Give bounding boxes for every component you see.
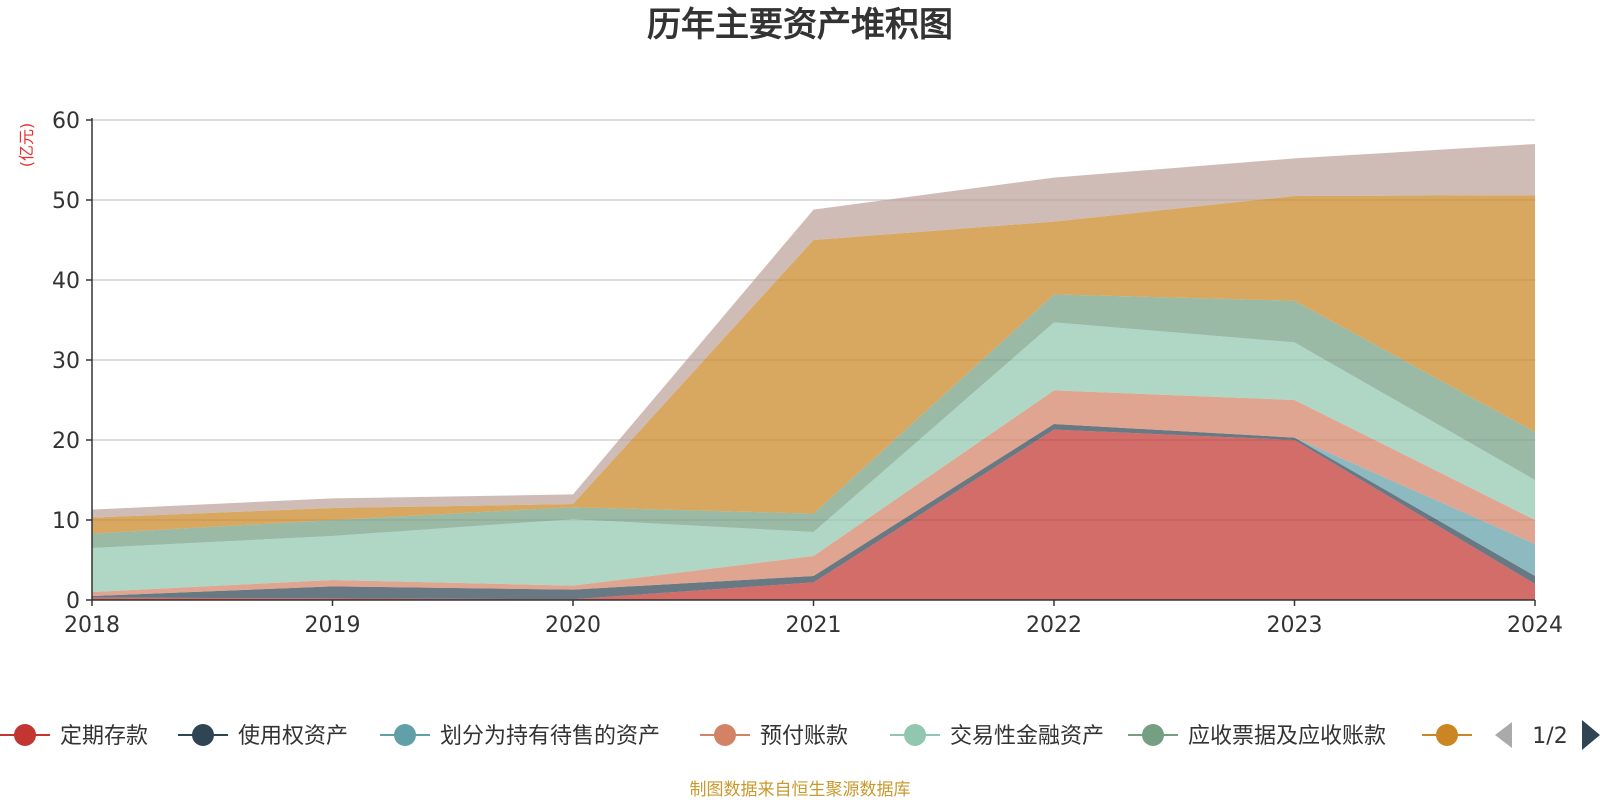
legend-marker — [192, 724, 214, 746]
legend-marker — [904, 724, 926, 746]
legend: 定期存款 使用权资产 划分为持有待售的资产 预付账款 交易性金融资产 应收票据及应收账款 — [0, 724, 1472, 749]
legend-marker — [1142, 724, 1164, 746]
legend-label: 交易性金融资产 — [950, 724, 1104, 749]
legend-marker — [14, 724, 36, 746]
legend-marker — [714, 724, 736, 746]
legend-item[interactable]: 交易性金融资产 — [890, 724, 1104, 749]
x-tick-label: 2019 — [305, 613, 361, 638]
x-tick-label: 2020 — [545, 613, 601, 638]
legend-item[interactable]: 预付账款 — [700, 724, 848, 749]
y-tick-label: 20 — [52, 429, 80, 454]
area-series-5 — [92, 322, 1535, 592]
data-source-note: 制图数据来自恒生聚源数据库 — [690, 780, 911, 800]
x-tick-label: 2023 — [1267, 613, 1323, 638]
legend-label: 预付账款 — [760, 724, 848, 749]
y-tick-label: 30 — [52, 349, 80, 374]
area-series-7 — [92, 195, 1535, 534]
chart-title: 历年主要资产堆积图 — [647, 5, 953, 45]
legend-marker — [394, 724, 416, 746]
area-series-8 — [92, 144, 1535, 518]
y-tick-label: 10 — [52, 509, 80, 534]
x-tick-label: 2021 — [786, 613, 842, 638]
area-series-1 — [92, 429, 1535, 600]
legend-prev-arrow-icon[interactable] — [1495, 722, 1512, 748]
y-axis-unit: (亿元) — [17, 123, 36, 168]
axes: 0 10 20 30 40 50 60 2018 2019 2020 2021 2022 2023 202… — [52, 109, 1563, 638]
legend-marker — [1436, 724, 1458, 746]
legend-item[interactable]: 使用权资产 — [178, 724, 348, 749]
legend-label: 定期存款 — [60, 724, 148, 749]
legend-next-arrow-icon[interactable] — [1582, 720, 1600, 750]
legend-label: 应收票据及应收账款 — [1188, 724, 1386, 749]
legend-item[interactable]: 应收票据及应收账款 — [1128, 724, 1386, 749]
legend-item[interactable]: 定期存款 — [0, 724, 148, 749]
legend-item[interactable] — [1422, 724, 1472, 746]
legend-pager: 1/2 — [1495, 720, 1600, 750]
y-tick-label: 40 — [52, 269, 80, 294]
x-tick-label: 2022 — [1026, 613, 1082, 638]
legend-item[interactable]: 划分为持有待售的资产 — [380, 724, 660, 749]
y-tick-label: 0 — [66, 589, 80, 614]
y-tick-label: 50 — [52, 189, 80, 214]
legend-label: 使用权资产 — [238, 724, 348, 749]
legend-page-indicator: 1/2 — [1532, 724, 1567, 749]
x-tick-label: 2024 — [1507, 613, 1563, 638]
area-series-group — [92, 144, 1535, 600]
x-tick-label: 2018 — [64, 613, 120, 638]
legend-label: 划分为持有待售的资产 — [440, 724, 660, 749]
y-tick-label: 60 — [52, 109, 80, 134]
